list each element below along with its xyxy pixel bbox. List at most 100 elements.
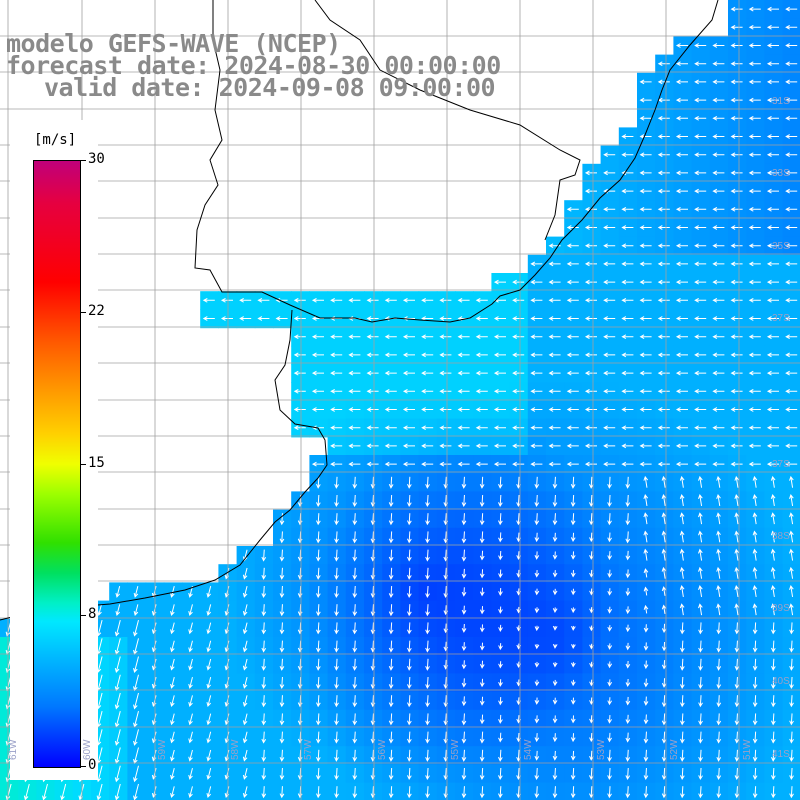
wind-arrow <box>785 43 798 48</box>
wind-arrow <box>316 731 321 744</box>
wind-arrow <box>439 316 452 321</box>
wind-arrow <box>279 786 285 799</box>
wind-arrow <box>384 297 397 303</box>
wind-arrow <box>352 749 358 762</box>
wind-arrow <box>584 279 597 285</box>
wind-arrow <box>566 461 579 467</box>
wind-arrow <box>680 695 685 708</box>
wind-arrow <box>316 676 321 690</box>
wind-arrow <box>293 407 306 412</box>
wind-arrow <box>603 370 616 376</box>
wind-arrow <box>730 61 743 67</box>
wind-arrow <box>730 334 743 340</box>
wind-arrow <box>584 170 597 176</box>
wind-arrow <box>639 152 652 158</box>
wind-arrow <box>206 749 212 762</box>
wind-arrow <box>570 733 576 743</box>
wind-arrow <box>552 786 558 799</box>
wind-arrow <box>421 425 434 431</box>
wind-arrow <box>621 297 634 303</box>
wind-arrow <box>421 443 434 449</box>
wind-arrow <box>366 316 379 321</box>
wind-arrow <box>789 585 794 598</box>
wind-arrow <box>675 370 688 376</box>
wind-arrow <box>479 513 485 526</box>
wind-arrow <box>352 731 358 744</box>
wind-arrow <box>188 749 193 762</box>
wind-arrow <box>384 461 397 467</box>
wind-arrow <box>770 548 776 561</box>
wind-arrow <box>548 425 561 431</box>
wind-arrow <box>789 475 794 488</box>
wind-arrow <box>716 695 722 708</box>
wind-arrow <box>712 334 725 340</box>
wind-arrow <box>548 279 561 285</box>
wind-arrow <box>607 476 612 489</box>
wind-arrow <box>748 152 761 158</box>
wind-arrow <box>242 658 248 671</box>
wind-arrow <box>202 316 215 321</box>
wind-arrow <box>421 352 434 358</box>
wind-arrow <box>257 316 270 321</box>
wind-arrow <box>694 334 707 340</box>
lon-label: 58W <box>230 739 241 760</box>
wind-arrow <box>661 566 667 579</box>
wind-arrow <box>366 370 379 376</box>
wind-arrow <box>133 656 139 674</box>
wind-arrow <box>621 425 634 431</box>
wind-arrow <box>643 548 649 561</box>
wind-arrow <box>716 512 721 525</box>
wind-arrow <box>388 658 394 671</box>
wind-arrow <box>493 279 506 285</box>
wind-arrow <box>694 297 707 303</box>
wind-arrow <box>352 549 358 562</box>
wind-arrow <box>425 676 430 690</box>
model-title: modelo GEFS-WAVE (NCEP) <box>6 29 341 58</box>
wind-arrow <box>334 713 339 726</box>
wind-arrow <box>621 206 634 212</box>
wind-arrow <box>716 749 722 762</box>
wind-arrow <box>498 513 503 526</box>
wind-arrow <box>461 713 467 726</box>
wind-arrow <box>407 531 412 544</box>
wind-arrow <box>639 316 652 321</box>
wind-arrow <box>552 476 558 489</box>
wind-arrow <box>479 642 485 651</box>
wind-arrow <box>479 531 485 544</box>
wind-arrow <box>206 695 212 708</box>
wind-arrow <box>766 115 779 121</box>
wind-arrow <box>694 279 707 285</box>
wind-arrow <box>407 585 412 599</box>
wind-arrow <box>752 658 758 671</box>
wind-arrow <box>407 713 412 726</box>
wind-arrow <box>566 334 579 340</box>
wind-arrow <box>311 352 324 358</box>
wind-arrow <box>603 443 616 449</box>
wind-arrow <box>493 443 506 449</box>
wind-arrow <box>730 115 743 121</box>
wind-arrow <box>661 494 667 507</box>
wind-arrow <box>789 695 794 708</box>
wind-arrow <box>748 43 761 48</box>
wind-arrow <box>621 279 634 285</box>
wind-arrow <box>694 243 707 249</box>
wind-arrow <box>657 243 670 249</box>
wind-arrow <box>661 512 667 525</box>
wind-arrow <box>425 585 430 599</box>
wind-arrow <box>771 749 776 762</box>
wind-arrow <box>479 731 485 744</box>
wind-arrow <box>566 370 579 376</box>
wind-arrow <box>530 352 543 358</box>
wind-arrow <box>730 188 743 194</box>
wind-arrow <box>770 494 776 507</box>
wind-arrow <box>621 370 634 376</box>
wind-arrow <box>603 316 616 321</box>
wind-arrow <box>461 749 467 762</box>
legend-unit: [m/s] <box>34 132 77 148</box>
wind-arrow <box>348 388 361 394</box>
wind-arrow <box>643 475 649 488</box>
wind-arrow <box>698 786 703 799</box>
wind-arrow <box>603 461 616 467</box>
wind-arrow <box>279 713 285 726</box>
wind-arrow <box>589 513 594 526</box>
